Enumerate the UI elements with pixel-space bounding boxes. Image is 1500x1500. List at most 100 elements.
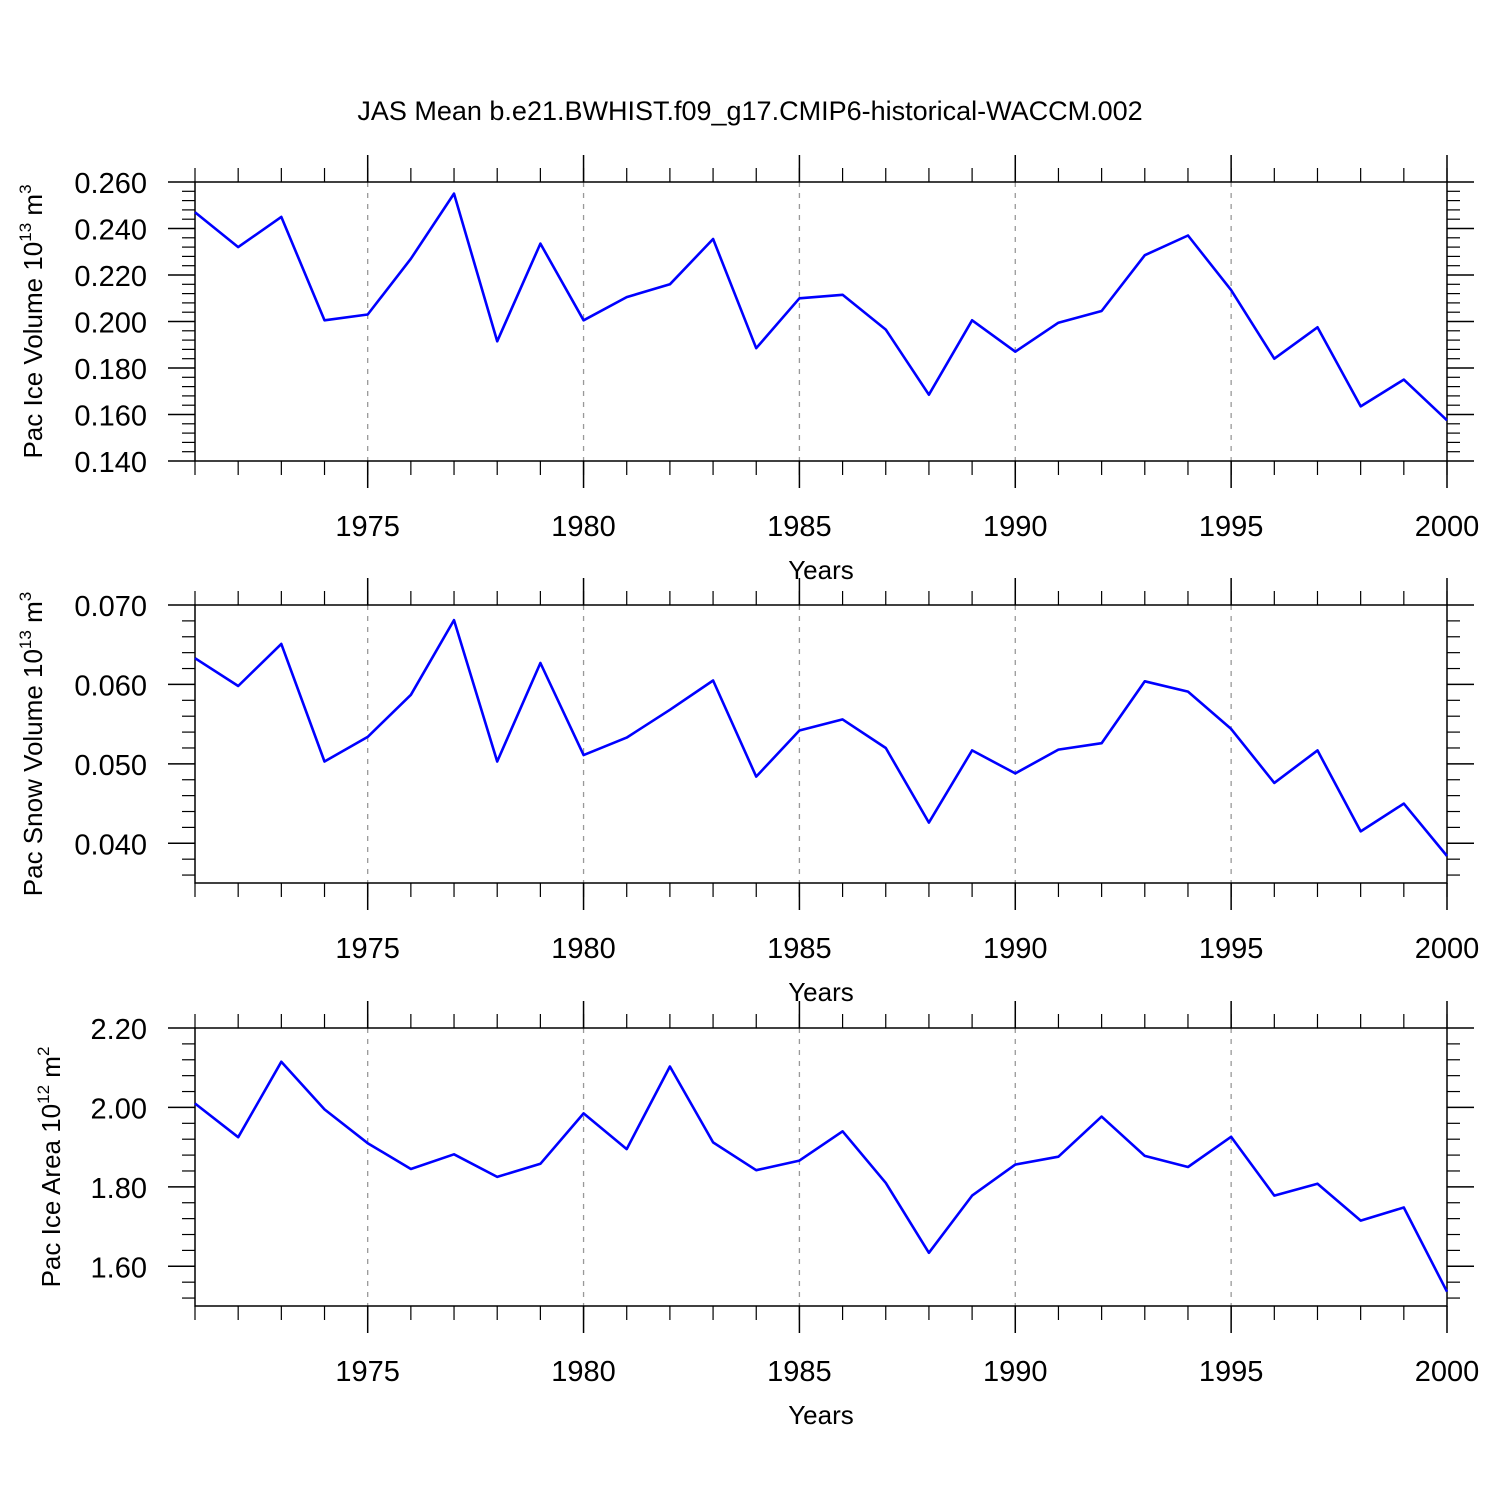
data-point-1984 — [754, 346, 758, 350]
data-point-1975 — [366, 735, 370, 739]
data-point-1995 — [1229, 1135, 1233, 1139]
data-point-1982 — [668, 282, 672, 286]
x-tick-label: 1975 — [335, 933, 400, 965]
x-axis-label: Years — [788, 977, 854, 1007]
data-point-1996 — [1272, 1194, 1276, 1198]
y-tick-label: 0.240 — [74, 215, 147, 247]
data-point-1983 — [711, 678, 715, 682]
data-point-1979 — [538, 242, 542, 246]
data-point-1991 — [1056, 748, 1060, 752]
data-point-1986 — [841, 1129, 845, 1133]
data-point-1972 — [236, 245, 240, 249]
data-point-1986 — [841, 717, 845, 721]
x-axis-label: Years — [788, 1400, 854, 1430]
data-point-1971 — [193, 1101, 197, 1105]
data-point-1977 — [452, 1152, 456, 1156]
data-point-1987 — [884, 1181, 888, 1185]
x-tick-label: 1980 — [551, 1356, 616, 1388]
data-point-1992 — [1100, 1115, 1104, 1119]
panel-3: 1.60 1.80 2.00 2.20 1975 1980 1985 1990 1995 2000… — [34, 1001, 1479, 1430]
data-point-1973 — [279, 642, 283, 646]
data-point-1999 — [1402, 1206, 1406, 1210]
data-point-1973 — [279, 1060, 283, 1064]
data-point-1985 — [797, 728, 801, 732]
x-tick-label: 1980 — [551, 933, 616, 965]
data-point-1996 — [1272, 781, 1276, 785]
data-point-1991 — [1056, 321, 1060, 325]
y-tick-label: 0.050 — [74, 750, 147, 782]
data-point-1978 — [495, 339, 499, 343]
data-point-2000 — [1445, 854, 1449, 858]
data-point-1993 — [1143, 253, 1147, 257]
x-tick-label: 1990 — [983, 933, 1048, 965]
y-axis-label: Pac Snow Volume 1013 m3 — [16, 592, 48, 896]
data-point-1998 — [1359, 829, 1363, 833]
data-point-2000 — [1445, 1290, 1449, 1294]
y-axis-label: Pac Ice Volume 1013 m3 — [16, 184, 48, 458]
x-tick-label: 1995 — [1199, 1356, 1264, 1388]
data-point-1981 — [625, 736, 629, 740]
data-point-1986 — [841, 293, 845, 297]
data-point-1998 — [1359, 404, 1363, 408]
series-line — [194, 1060, 1449, 1293]
data-point-1972 — [236, 684, 240, 688]
x-tick-label: 1980 — [551, 511, 616, 543]
data-point-1980 — [582, 1111, 586, 1115]
data-point-1993 — [1143, 679, 1147, 683]
series-line — [194, 618, 1449, 857]
data-point-1983 — [711, 237, 715, 241]
data-point-1983 — [711, 1140, 715, 1144]
x-axis-label: Years — [788, 555, 854, 585]
data-point-1994 — [1186, 1165, 1190, 1169]
data-point-1977 — [452, 618, 456, 622]
y-tick-label: 0.220 — [74, 261, 147, 293]
data-point-1995 — [1229, 288, 1233, 292]
x-tick-label: 2000 — [1415, 1356, 1480, 1388]
data-point-1980 — [582, 318, 586, 322]
y-tick-label: 0.070 — [74, 591, 147, 623]
x-tick-label: 1990 — [983, 511, 1048, 543]
data-point-1981 — [625, 295, 629, 299]
data-point-1988 — [927, 1251, 931, 1255]
data-point-1988 — [927, 821, 931, 825]
x-tick-label: 1975 — [335, 511, 400, 543]
data-point-2000 — [1445, 418, 1449, 422]
x-tick-label: 1990 — [983, 1356, 1048, 1388]
y-tick-label: 2.00 — [91, 1093, 147, 1125]
data-point-1997 — [1315, 325, 1319, 329]
x-tick-label: 1975 — [335, 1356, 400, 1388]
data-point-1977 — [452, 192, 456, 196]
data-point-1987 — [884, 746, 888, 750]
data-point-1992 — [1100, 309, 1104, 313]
x-tick-label: 2000 — [1415, 511, 1480, 543]
data-point-1974 — [323, 759, 327, 763]
y-tick-label: 0.180 — [74, 354, 147, 386]
x-tick-label: 2000 — [1415, 933, 1480, 965]
data-point-1990 — [1013, 771, 1017, 775]
data-point-1976 — [409, 257, 413, 261]
data-point-1974 — [323, 318, 327, 322]
data-point-1975 — [366, 313, 370, 317]
plot-frame — [194, 604, 1448, 884]
series-line — [194, 192, 1448, 422]
data-point-1981 — [625, 1147, 629, 1151]
data-point-1985 — [797, 296, 801, 300]
panel-2: 0.040 0.050 0.060 0.070 1975 1980 1985 1990 1995… — [16, 578, 1479, 1007]
data-point-1979 — [538, 661, 542, 665]
data-point-1990 — [1013, 1163, 1017, 1167]
data-point-1992 — [1100, 741, 1104, 745]
plot-frame — [194, 1027, 1448, 1307]
y-tick-label: 1.80 — [91, 1173, 147, 1205]
data-point-1990 — [1013, 350, 1017, 354]
data-point-1993 — [1143, 1154, 1147, 1158]
y-tick-label: 0.140 — [74, 447, 147, 479]
x-tick-label: 1985 — [767, 1356, 832, 1388]
y-tick-label: 0.260 — [74, 168, 147, 200]
x-tick-label: 1985 — [767, 511, 832, 543]
y-tick-label: 1.60 — [91, 1252, 147, 1284]
data-point-1985 — [797, 1159, 801, 1163]
data-point-1971 — [193, 210, 197, 214]
data-point-1974 — [323, 1107, 327, 1111]
